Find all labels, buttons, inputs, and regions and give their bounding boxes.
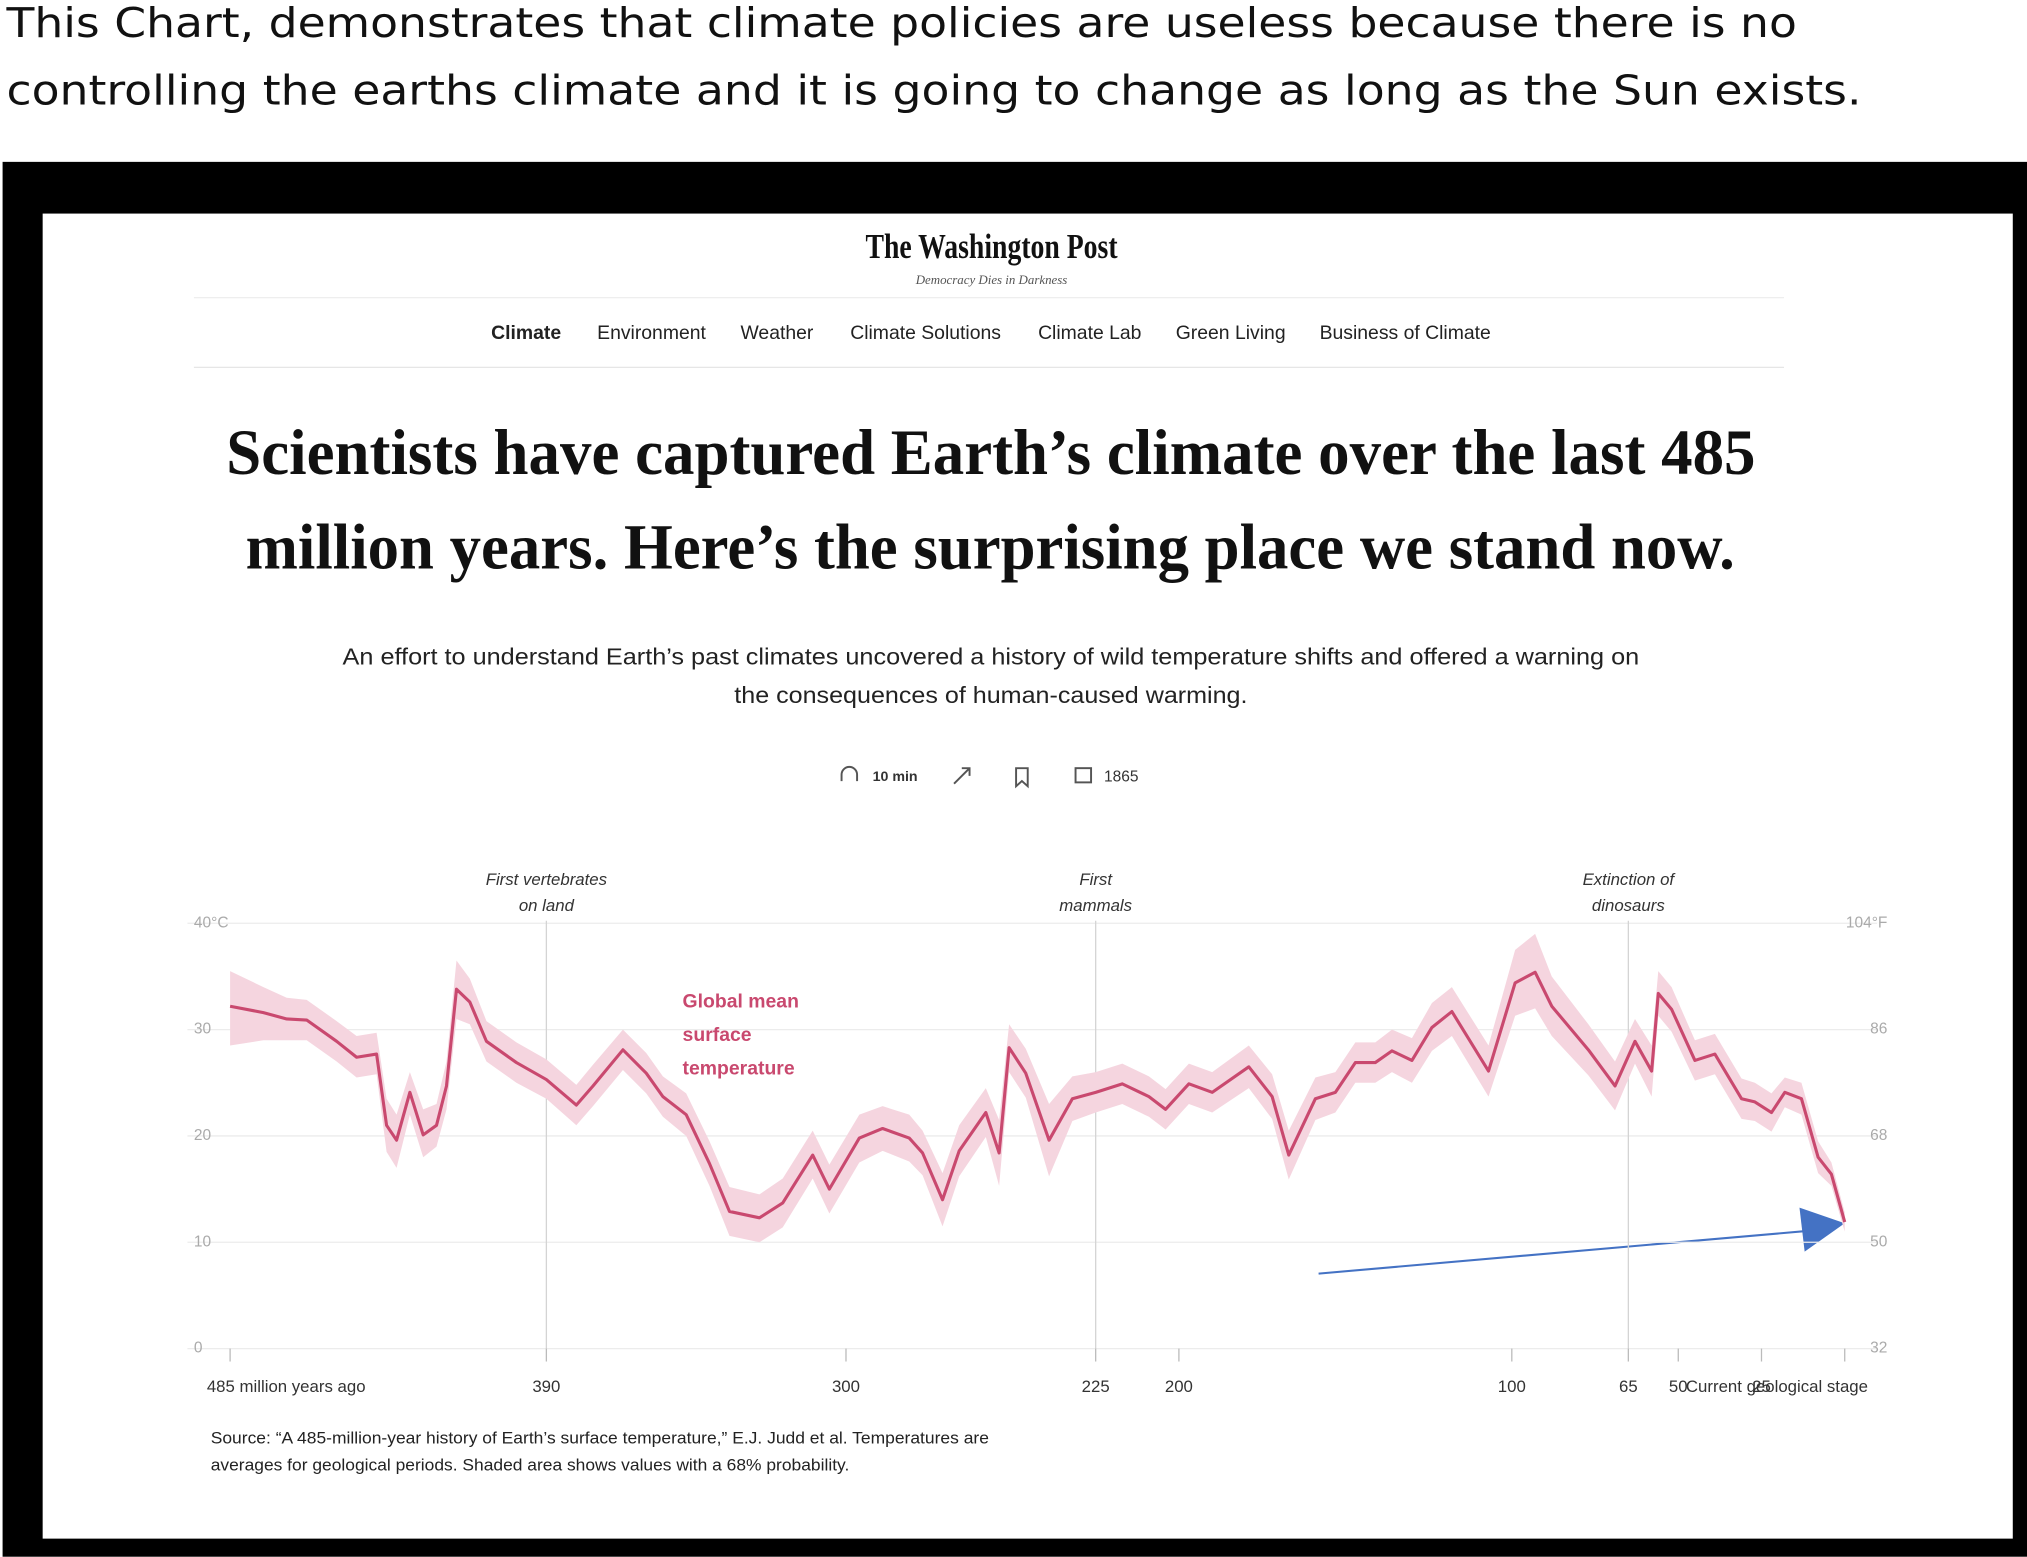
y-tick-label: 10: [194, 1233, 212, 1250]
y-tick-label: 30: [194, 1021, 212, 1038]
dek-line: the consequences of human-caused warming…: [734, 682, 1247, 708]
share-icon: [953, 767, 971, 785]
tagline: Democracy Dies in Darkness: [915, 272, 1068, 287]
x-tick-label: 225: [1082, 1377, 1110, 1396]
save-icon: [1015, 767, 1029, 789]
annotation-text: First: [1079, 870, 1113, 889]
toolbar-icons: [840, 765, 1093, 789]
dek-line: An effort to understand Earth’s past cli…: [343, 643, 1640, 669]
y2-tick-label: 68: [1870, 1127, 1887, 1144]
nav-item[interactable]: Business of Climate: [1320, 322, 1491, 344]
y2-tick-label: 104°F: [1846, 914, 1888, 931]
x-tick-label: 25: [1752, 1377, 1771, 1396]
y-tick-label: 40°C: [194, 914, 229, 931]
uncertainty-band: [230, 933, 1845, 1243]
headline-line: million years. Here’s the surprising pla…: [246, 510, 1735, 582]
temperature-line: [229, 970, 1847, 1223]
x-tick-label: 50: [1669, 1377, 1688, 1396]
nav-item[interactable]: Environment: [597, 322, 706, 344]
listen-icon: [840, 765, 859, 782]
annotation-text: on land: [519, 896, 575, 915]
nav-item[interactable]: Green Living: [1176, 322, 1286, 344]
annotation-text: First vertebrates: [486, 870, 608, 889]
x-tick-label: Current geological stage: [1686, 1377, 1868, 1396]
caption-line: controlling the earths climate and it is…: [6, 66, 1861, 114]
x-tick-label: 300: [832, 1377, 860, 1396]
logo: The Washington Post: [865, 227, 1117, 266]
y-tick-label: 20: [194, 1127, 212, 1144]
x-tick-label: 100: [1498, 1377, 1526, 1396]
series-label-box: Global mean surface temperature: [682, 990, 799, 1080]
x-tick-label: 65: [1619, 1377, 1638, 1396]
annotation-text: mammals: [1059, 896, 1132, 915]
nav-item[interactable]: Climate Solutions: [850, 322, 1001, 344]
x-tick-label: 485 million years ago: [207, 1377, 366, 1396]
source-line: averages for geological periods. Shaded …: [211, 1456, 850, 1475]
nav-item[interactable]: Climate Lab: [1038, 322, 1141, 344]
arrow: [1318, 1207, 1845, 1275]
headline-line: Scientists have captured Earth’s climate…: [226, 416, 1755, 488]
series-label: Global mean surface temperature: [682, 990, 799, 1080]
y-tick-label: 0: [194, 1340, 203, 1357]
article: [42, 213, 2013, 1539]
annotation-text: dinosaurs: [1592, 896, 1665, 915]
nav-item[interactable]: Climate: [491, 322, 561, 344]
y2-tick-label: 50: [1870, 1233, 1888, 1250]
nav-item[interactable]: Weather: [740, 322, 813, 344]
comment-icon: [1074, 767, 1093, 784]
annotation-text: Extinction of: [1583, 870, 1677, 889]
comment-count[interactable]: 1865: [1104, 768, 1138, 785]
read-time: 10 min: [873, 769, 918, 785]
x-tick-label: 200: [1165, 1377, 1193, 1396]
source-line: Source: “A 485-million-year history of E…: [211, 1429, 989, 1448]
y2-tick-label: 32: [1870, 1340, 1887, 1357]
y2-tick-label: 86: [1870, 1021, 1887, 1038]
caption-line: This Chart, demonstrates that climate po…: [5, 0, 1797, 47]
x-tick-label: 390: [532, 1377, 560, 1396]
